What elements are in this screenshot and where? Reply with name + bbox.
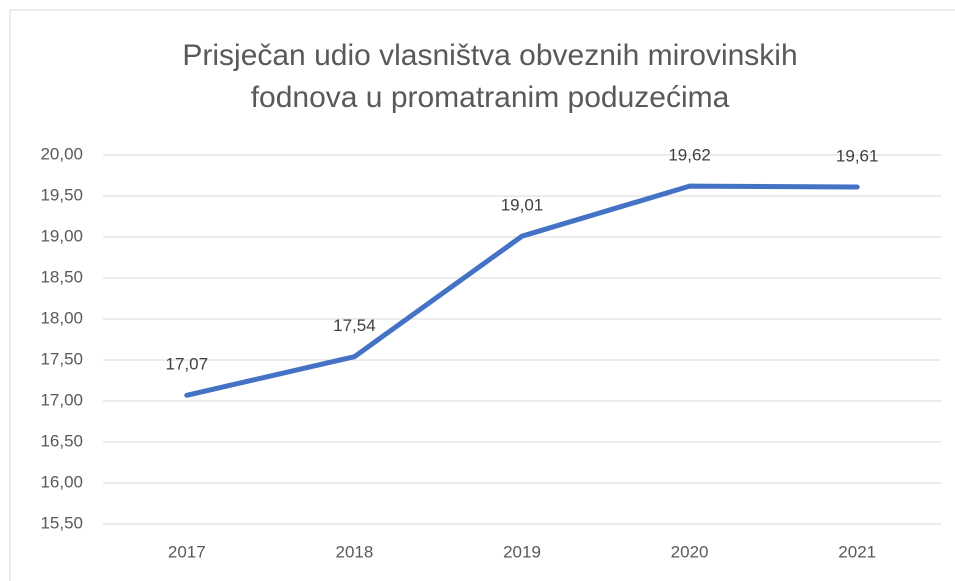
y-tick-label: 18,50 [40, 267, 83, 286]
y-tick-label: 20,00 [40, 144, 83, 163]
chart-frame [9, 9, 955, 581]
y-tick-label: 16,50 [40, 431, 83, 450]
x-tick-label: 2019 [503, 542, 541, 561]
data-label: 17,54 [333, 316, 376, 335]
data-label: 17,07 [166, 355, 209, 374]
x-tick-label: 2018 [335, 542, 373, 561]
data-label: 19,01 [501, 196, 544, 215]
x-tick-label: 2017 [168, 542, 206, 561]
y-tick-label: 17,00 [40, 390, 83, 409]
data-line [184, 183, 860, 398]
y-tick-label: 18,00 [40, 308, 83, 327]
x-tick-label: 2021 [838, 542, 876, 561]
x-tick-label: 2020 [671, 542, 709, 561]
y-tick-label: 15,50 [40, 513, 83, 532]
y-tick-label: 17,50 [40, 349, 83, 368]
data-label: 19,61 [836, 146, 879, 165]
y-tick-label: 19,50 [40, 185, 83, 204]
y-tick-label: 19,00 [40, 226, 83, 245]
chart-title: Prisječan udio vlasništva obveznih mirov… [182, 39, 797, 72]
data-label: 19,62 [668, 146, 711, 165]
chart-title: fodnova u promatranim poduzećima [251, 81, 730, 114]
y-tick-label: 16,00 [40, 472, 83, 491]
